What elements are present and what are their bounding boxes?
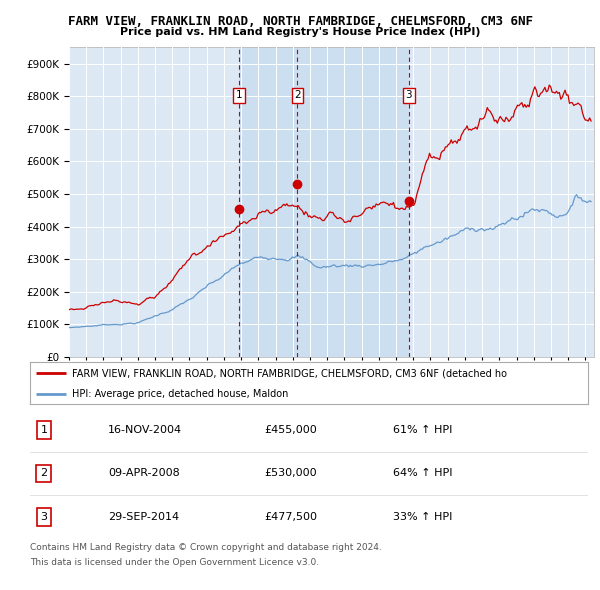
Text: £455,000: £455,000: [265, 425, 317, 435]
Text: 33% ↑ HPI: 33% ↑ HPI: [392, 512, 452, 522]
Text: 2: 2: [40, 468, 47, 478]
Text: 29-SEP-2014: 29-SEP-2014: [108, 512, 179, 522]
Text: 2: 2: [294, 90, 301, 100]
Text: FARM VIEW, FRANKLIN ROAD, NORTH FAMBRIDGE, CHELMSFORD, CM3 6NF (detached ho: FARM VIEW, FRANKLIN ROAD, NORTH FAMBRIDG…: [72, 368, 507, 378]
Text: 61% ↑ HPI: 61% ↑ HPI: [392, 425, 452, 435]
Text: 16-NOV-2004: 16-NOV-2004: [108, 425, 182, 435]
Text: FARM VIEW, FRANKLIN ROAD, NORTH FAMBRIDGE, CHELMSFORD, CM3 6NF: FARM VIEW, FRANKLIN ROAD, NORTH FAMBRIDG…: [67, 15, 533, 28]
Text: 09-APR-2008: 09-APR-2008: [108, 468, 180, 478]
Bar: [239, 47, 409, 357]
Text: 1: 1: [40, 425, 47, 435]
Text: This data is licensed under the Open Government Licence v3.0.: This data is licensed under the Open Gov…: [30, 558, 319, 566]
Text: 1: 1: [236, 90, 242, 100]
Text: Contains HM Land Registry data © Crown copyright and database right 2024.: Contains HM Land Registry data © Crown c…: [30, 543, 382, 552]
Text: HPI: Average price, detached house, Maldon: HPI: Average price, detached house, Mald…: [72, 389, 288, 398]
Text: 3: 3: [406, 90, 412, 100]
Text: 3: 3: [40, 512, 47, 522]
Text: £477,500: £477,500: [265, 512, 317, 522]
Text: 64% ↑ HPI: 64% ↑ HPI: [392, 468, 452, 478]
Text: £530,000: £530,000: [265, 468, 317, 478]
Text: Price paid vs. HM Land Registry's House Price Index (HPI): Price paid vs. HM Land Registry's House …: [120, 27, 480, 37]
